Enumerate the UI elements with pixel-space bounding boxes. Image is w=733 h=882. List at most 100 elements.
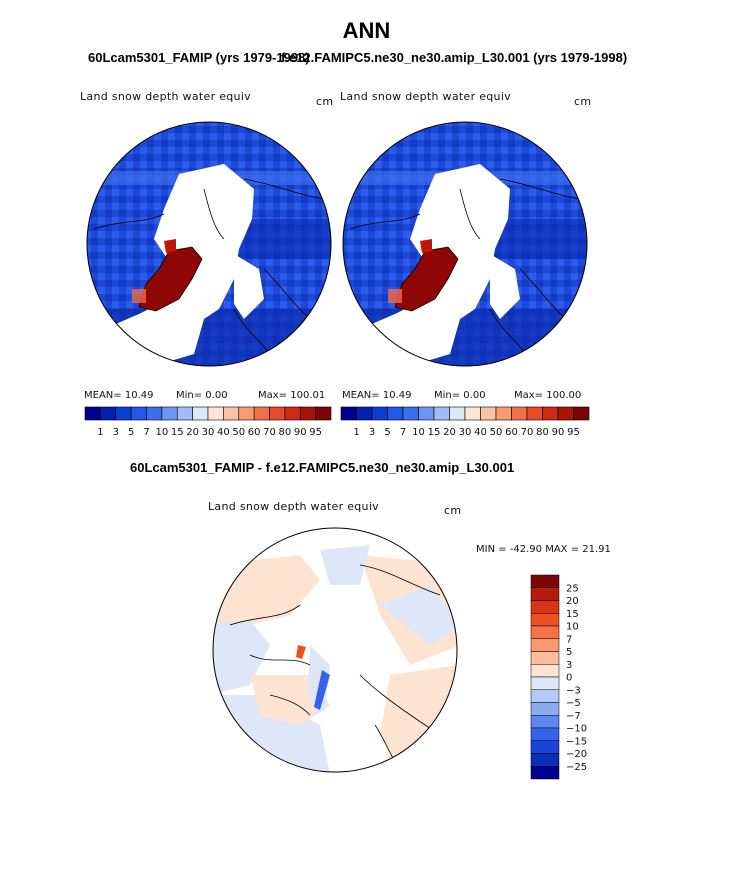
panel2-mean: MEAN= 10.49: [342, 390, 412, 401]
colorbar-swatch: [418, 406, 435, 421]
diff-colorbar-tick-label: −7: [566, 711, 581, 722]
colorbar-tick-label: 90: [294, 427, 307, 438]
colorbar-swatch: [464, 406, 481, 421]
diff-colorbar-swatch: [530, 727, 560, 741]
diff-colorbar-swatch: [530, 625, 560, 639]
colorbar-tick-label: 3: [113, 427, 119, 438]
diff-colorbar-tick-label: 3: [566, 660, 572, 671]
colorbar-swatch: [253, 406, 270, 421]
panel1-colorbar: 1 3 5 7 10 15 20 30 40 50 60 70 80 90 95: [84, 406, 332, 438]
diff-colorbar-tick-label: 15: [566, 609, 579, 620]
panel2-max: Max= 100.00: [514, 390, 582, 401]
colorbar-swatch: [340, 406, 357, 421]
colorbar-swatch: [299, 406, 316, 421]
colorbar-swatch: [176, 406, 193, 421]
colorbar-swatch: [238, 406, 255, 421]
colorbar-tick-label: 80: [536, 427, 549, 438]
panel1-variable-label: Land snow depth water equiv: [80, 90, 251, 103]
colorbar-swatch: [526, 406, 543, 421]
colorbar-swatch: [315, 406, 332, 421]
diff-minmax: MIN = -42.90 MAX = 21.91: [476, 544, 611, 555]
colorbar-tick-label: 60: [248, 427, 261, 438]
panel2-colorbar: 1 3 5 7 10 15 20 30 40 50 60 70 80 90 95: [340, 406, 590, 438]
panel2-variable-label: Land snow depth water equiv: [340, 90, 511, 103]
colorbar-tick-label: 5: [128, 427, 134, 438]
colorbar-swatch: [146, 406, 163, 421]
diff-colorbar-tick-label: −10: [566, 724, 587, 735]
colorbar-swatch: [495, 406, 512, 421]
colorbar-swatch: [573, 406, 590, 421]
diff-colorbar-swatch: [530, 574, 560, 588]
diff-variable-label: Land snow depth water equiv: [208, 500, 379, 513]
colorbar-tick-label: 7: [400, 427, 406, 438]
diff-units-label: cm: [444, 504, 462, 517]
colorbar-tick-label: 40: [217, 427, 230, 438]
colorbar-swatch: [161, 406, 178, 421]
diff-colorbar-tick-label: −5: [566, 698, 581, 709]
diff-colorbar-swatch: [530, 715, 560, 729]
colorbar-tick-label: 70: [263, 427, 276, 438]
panel1-map: [86, 121, 332, 367]
colorbar-swatch: [84, 406, 101, 421]
diff-colorbar-tick-label: −25: [566, 762, 587, 773]
colorbar-tick-label: 1: [353, 427, 359, 438]
diff-colorbar-tick-label: 5: [566, 647, 572, 658]
diff-subtitle: 60Lcam5301_FAMIP - f.e12.FAMIPC5.ne30_ne…: [130, 460, 515, 475]
colorbar-swatch: [223, 406, 240, 421]
panel1-min: Min= 0.00: [176, 390, 228, 401]
diff-colorbar-tick-label: −20: [566, 749, 587, 760]
colorbar-swatch: [433, 406, 450, 421]
diff-colorbar-swatch: [530, 676, 560, 690]
diff-colorbar-tick-label: 25: [566, 583, 579, 594]
colorbar-swatch: [269, 406, 286, 421]
colorbar-tick-label: 50: [490, 427, 503, 438]
diff-colorbar-tick-label: 7: [566, 634, 572, 645]
colorbar-swatch: [356, 406, 373, 421]
diff-colorbar-swatch: [530, 664, 560, 678]
colorbar-tick-label: 20: [186, 427, 199, 438]
diff-colorbar-swatch: [530, 638, 560, 652]
colorbar-swatch: [480, 406, 497, 421]
diff-colorbar-swatch: [530, 740, 560, 754]
colorbar-swatch: [192, 406, 209, 421]
diff-colorbar-tick-label: −15: [566, 736, 587, 747]
colorbar-tick-label: 15: [428, 427, 441, 438]
diff-colorbar-swatch: [530, 651, 560, 665]
panel1-max: Max= 100.01: [258, 390, 326, 401]
colorbar-swatch: [284, 406, 301, 421]
diff-colorbar: 25 20 15 107 5 3 0−3 −5 −7 −10−15 −20 −25: [530, 574, 587, 780]
colorbar-swatch: [115, 406, 132, 421]
colorbar-tick-label: 60: [505, 427, 518, 438]
colorbar-tick-label: 95: [567, 427, 580, 438]
colorbar-tick-label: 10: [156, 427, 169, 438]
colorbar-swatch: [542, 406, 559, 421]
colorbar-swatch: [387, 406, 404, 421]
colorbar-tick-label: 95: [309, 427, 322, 438]
main-title: ANN: [342, 18, 391, 43]
panel1-mean: MEAN= 10.49: [84, 390, 154, 401]
panel2-min: Min= 0.00: [434, 390, 486, 401]
colorbar-swatch: [207, 406, 224, 421]
diff-colorbar-tick-label: −3: [566, 685, 581, 696]
diff-colorbar-swatch: [530, 702, 560, 716]
panel2-subtitle: f.e12.FAMIPC5.ne30_ne30.amip_L30.001 (yr…: [281, 50, 628, 65]
colorbar-swatch: [130, 406, 147, 421]
colorbar-swatch: [449, 406, 466, 421]
panel2-units-label: cm: [574, 95, 592, 108]
colorbar-tick-label: 70: [521, 427, 534, 438]
colorbar-tick-label: 80: [279, 427, 292, 438]
diff-colorbar-swatch: [530, 689, 560, 703]
colorbar-tick-label: 90: [552, 427, 565, 438]
panel2-map: [342, 121, 588, 367]
colorbar-tick-label: 30: [202, 427, 215, 438]
panel1-subtitle: 60Lcam5301_FAMIP (yrs 1979-1998): [88, 50, 310, 65]
colorbar-tick-label: 7: [143, 427, 149, 438]
colorbar-tick-label: 1: [97, 427, 103, 438]
diff-colorbar-tick-label: 20: [566, 596, 579, 607]
panel1-units-label: cm: [316, 95, 334, 108]
colorbar-swatch: [557, 406, 574, 421]
colorbar-swatch: [100, 406, 117, 421]
colorbar-swatch: [371, 406, 388, 421]
diff-colorbar-tick-label: 10: [566, 622, 579, 633]
diff-colorbar-swatch: [530, 600, 560, 614]
